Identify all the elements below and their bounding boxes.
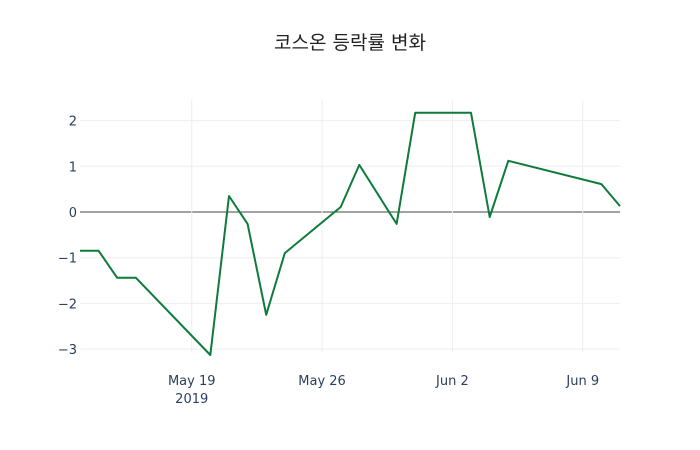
chart-title: 코스온 등락률 변화 (274, 32, 426, 54)
y-tick-label: −1 (58, 252, 77, 267)
y-tick-label: 2 (69, 115, 77, 130)
y-tick-label: −3 (58, 343, 77, 358)
y-tick-label: 0 (69, 206, 77, 221)
y-tick-label: −2 (58, 297, 77, 312)
x-tick-label: May 26 (298, 374, 346, 389)
data-line[interactable] (80, 111, 621, 356)
x-tick-year-label: 2019 (175, 392, 208, 407)
x-tick-label: Jun 9 (565, 374, 599, 389)
y-tick-label: 1 (69, 160, 77, 175)
x-tick-label: Jun 2 (435, 374, 469, 389)
x-tick-label: May 19 (168, 374, 216, 389)
